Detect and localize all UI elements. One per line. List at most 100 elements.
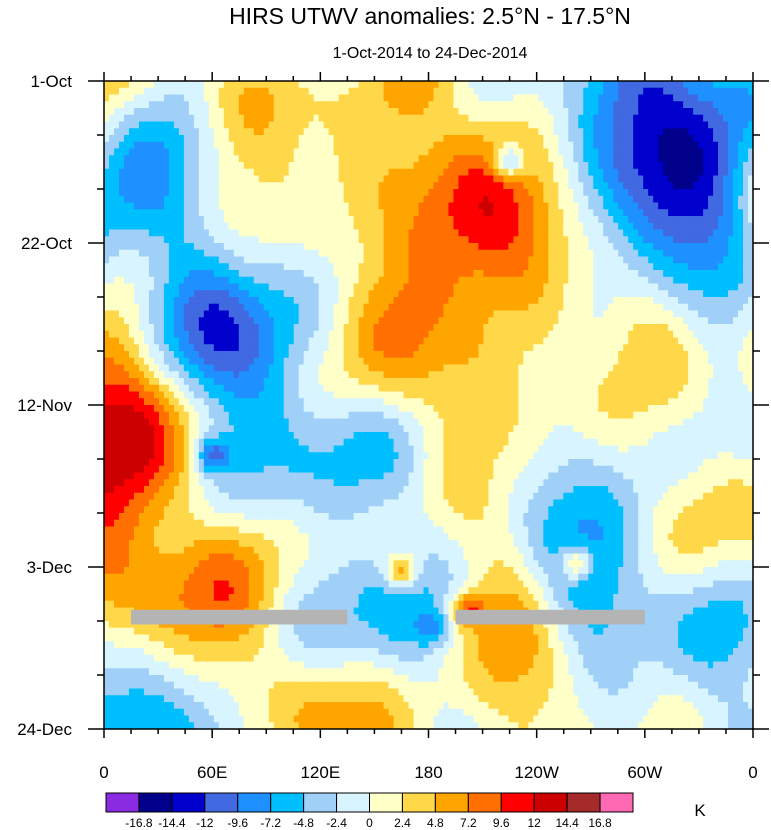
- field-cell: [203, 141, 210, 150]
- field-cell: [598, 249, 604, 258]
- field-cell: [373, 128, 380, 136]
- field-cell: [608, 114, 614, 123]
- field-cell: [663, 249, 669, 258]
- field-cell: [104, 128, 110, 136]
- field-cell: [233, 195, 240, 204]
- field-cell: [158, 168, 165, 177]
- field-cell: [218, 303, 225, 312]
- field-cell: [728, 324, 734, 332]
- field-cell: [503, 310, 509, 318]
- field-cell: [698, 270, 704, 278]
- field-cell: [483, 189, 490, 197]
- field-cell: [343, 128, 350, 136]
- field-cell: [403, 216, 410, 224]
- field-cell: [468, 108, 475, 116]
- field-cell: [343, 121, 350, 129]
- field-cell: [318, 148, 325, 156]
- field-cell: [588, 135, 594, 143]
- field-cell: [523, 330, 529, 339]
- field-cell: [313, 168, 320, 177]
- field-cell: [448, 162, 455, 170]
- field-cell: [348, 94, 355, 102]
- field-cell: [493, 182, 499, 190]
- field-cell: [573, 317, 579, 325]
- field-cell: [648, 128, 654, 136]
- field-cell: [473, 276, 480, 285]
- field-cell: [393, 175, 400, 183]
- field-cell: [373, 303, 380, 312]
- field-cell: [448, 148, 455, 156]
- field-cell: [743, 162, 749, 170]
- field-cell: [628, 303, 634, 312]
- field-cell: [663, 270, 669, 278]
- field-cell: [533, 148, 539, 156]
- field-cell: [703, 229, 709, 237]
- field-cell: [613, 236, 619, 244]
- field-cell: [198, 162, 205, 170]
- field-cell: [658, 249, 664, 258]
- field-cell: [368, 270, 375, 278]
- field-cell: [388, 202, 395, 210]
- field-cell: [148, 337, 155, 345]
- field-cell: [533, 324, 539, 332]
- field-cell: [333, 317, 340, 325]
- field-cell: [308, 290, 315, 298]
- field-cell: [163, 229, 170, 237]
- field-cell: [363, 175, 370, 183]
- field-cell: [578, 141, 584, 150]
- field-cell: [113, 114, 120, 123]
- field-cell: [343, 148, 350, 156]
- field-cell: [283, 270, 290, 278]
- field-cell: [528, 303, 534, 312]
- field-cell: [133, 87, 140, 96]
- field-cell: [313, 222, 320, 231]
- field-cell: [178, 162, 185, 170]
- field-cell: [568, 121, 574, 129]
- field-cell: [718, 182, 724, 190]
- field-cell: [588, 162, 594, 170]
- field-cell: [673, 94, 679, 102]
- field-cell: [363, 222, 370, 231]
- field-cell: [298, 87, 305, 96]
- field-cell: [503, 182, 509, 190]
- field-cell: [278, 202, 285, 210]
- field-cell: [598, 101, 604, 109]
- field-cell: [428, 263, 435, 271]
- field-cell: [603, 270, 609, 278]
- field-cell: [403, 209, 410, 217]
- field-cell: [473, 94, 480, 102]
- field-cell: [488, 270, 494, 278]
- field-cell: [238, 236, 245, 244]
- field-cell: [123, 162, 130, 170]
- field-cell: [703, 236, 709, 244]
- field-cell: [723, 189, 729, 197]
- field-cell: [633, 189, 639, 197]
- field-cell: [538, 209, 544, 217]
- field-cell: [743, 229, 749, 237]
- field-cell: [578, 270, 584, 278]
- field-cell: [318, 303, 325, 312]
- field-cell: [498, 202, 504, 210]
- field-cell: [683, 236, 689, 244]
- field-cell: [423, 141, 430, 150]
- field-cell: [193, 310, 200, 318]
- field-cell: [428, 108, 435, 116]
- field-cell: [453, 270, 460, 278]
- field-cell: [318, 162, 325, 170]
- field-cell: [718, 87, 724, 96]
- field-cell: [258, 182, 265, 190]
- field-cell: [573, 81, 579, 89]
- field-cell: [553, 168, 559, 177]
- field-cell: [353, 236, 360, 244]
- field-cell: [568, 168, 574, 177]
- field-cell: [143, 263, 150, 271]
- field-cell: [488, 310, 494, 318]
- field-cell: [333, 270, 340, 278]
- field-cell: [453, 222, 460, 231]
- field-cell: [303, 195, 310, 204]
- field-cell: [243, 189, 250, 197]
- field-cell: [163, 87, 170, 96]
- field-cell: [138, 141, 145, 150]
- field-cell: [378, 324, 385, 332]
- field-cell: [188, 283, 195, 291]
